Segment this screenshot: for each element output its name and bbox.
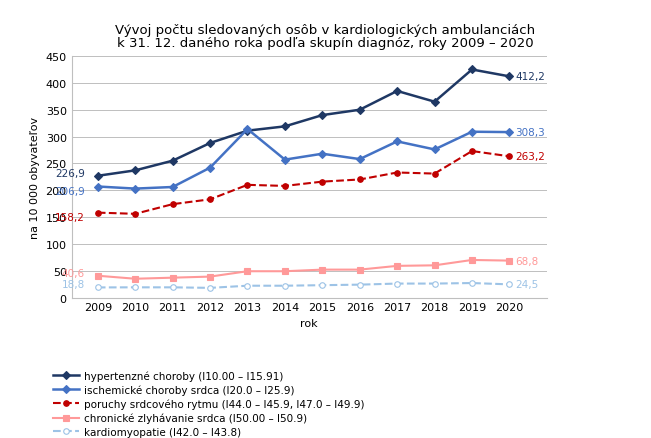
Y-axis label: na 10 000 obyvateľov: na 10 000 obyvateľov [30,117,40,238]
Text: 68,8: 68,8 [515,256,538,266]
Text: Vývoj počtu sledovaných osôb v kardiologických ambulanciách: Vývoj počtu sledovaných osôb v kardiolog… [115,24,536,37]
Text: k 31. 12. daného roka podľa skupín diagnóz, roky 2009 – 2020: k 31. 12. daného roka podľa skupín diagn… [117,37,534,50]
Text: 40,6: 40,6 [62,268,85,278]
Text: 206,9: 206,9 [55,187,85,196]
Text: 24,5: 24,5 [515,280,538,290]
Text: 263,2: 263,2 [515,152,545,162]
Legend: hypertenzné choroby (I10.00 – I15.91), ischemické choroby srdca (I20.0 – I25.9),: hypertenzné choroby (I10.00 – I15.91), i… [53,371,365,437]
Text: 412,2: 412,2 [515,72,545,82]
Text: 308,3: 308,3 [515,128,545,138]
Text: 158,2: 158,2 [55,212,85,223]
Text: 18,8: 18,8 [61,279,85,290]
X-axis label: rok: rok [300,318,318,328]
Text: 226,9: 226,9 [55,169,85,179]
